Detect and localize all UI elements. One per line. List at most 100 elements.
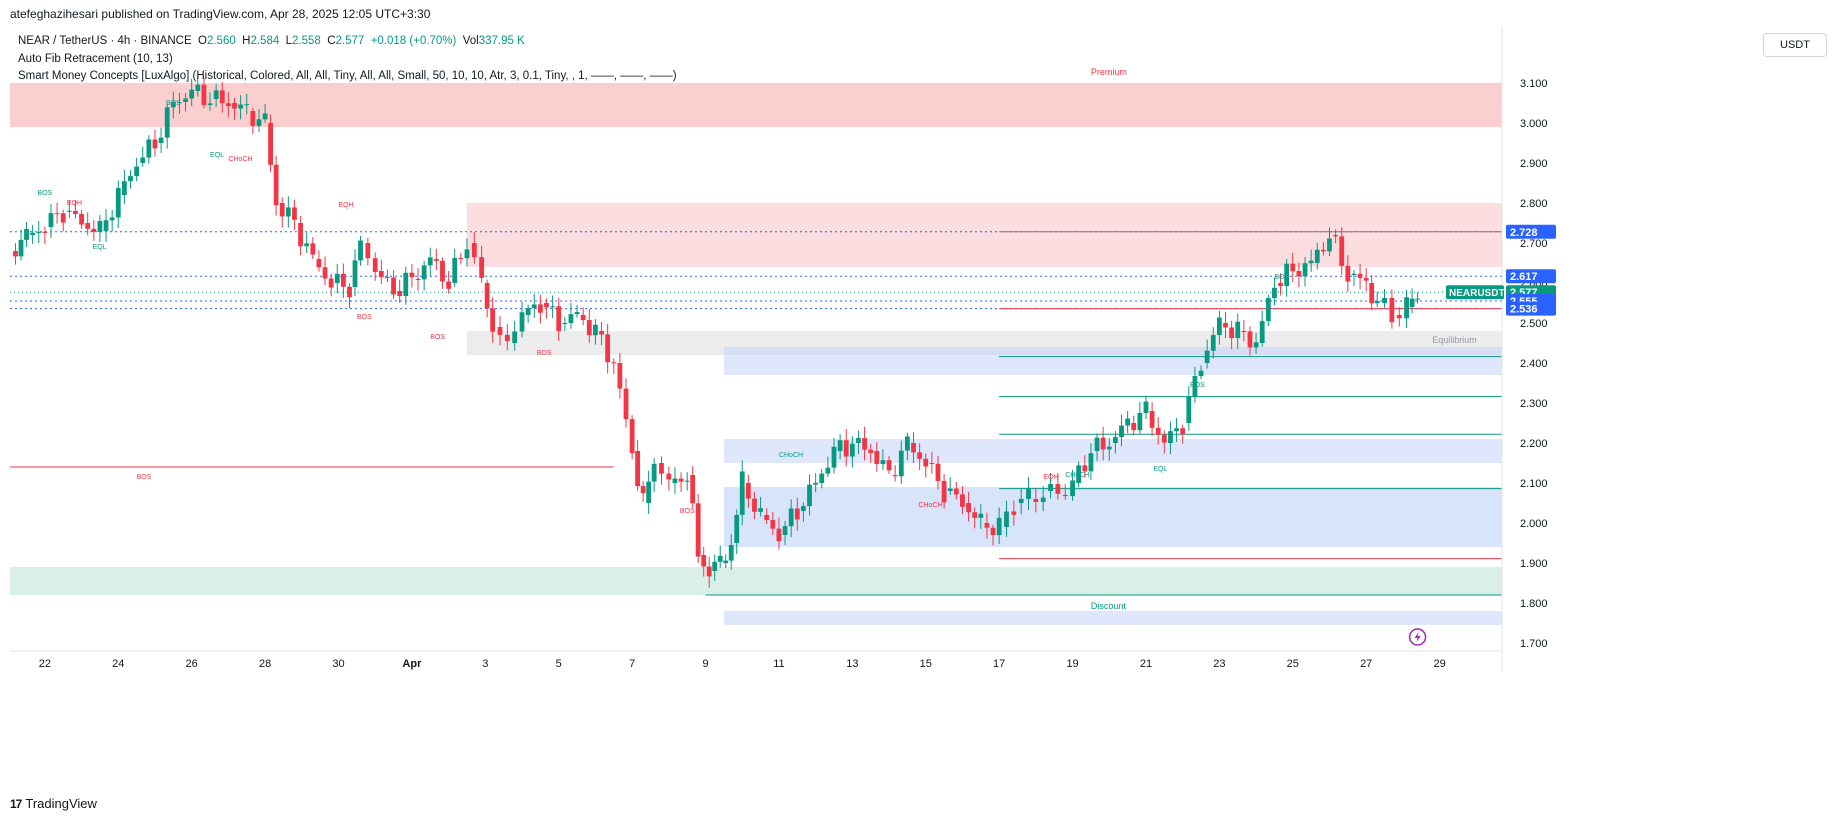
zone-label: Premium	[1091, 67, 1127, 77]
candle-body	[898, 450, 904, 477]
flash-icon-ring	[1408, 628, 1427, 646]
candle-body	[484, 283, 490, 309]
smc-annotation: BOS	[430, 334, 445, 341]
candle-body	[250, 111, 256, 126]
candle-body	[886, 460, 892, 471]
symbol-name[interactable]: NEAR / TetherUS · 4h · BINANCE	[18, 35, 192, 47]
candle-body	[1259, 321, 1265, 343]
candle-body	[316, 259, 322, 268]
candle-body	[788, 508, 794, 527]
candle-body	[623, 388, 629, 420]
candle-body	[1100, 437, 1106, 450]
smc-annotation: EQL	[1153, 466, 1167, 473]
candle-body	[189, 89, 195, 99]
smc-annotation: BOS	[537, 350, 552, 357]
candle-body	[880, 460, 886, 465]
smc-annotation: BOS	[680, 508, 695, 515]
candle-body	[97, 220, 103, 233]
candle-body	[1308, 260, 1314, 264]
candle-body	[1314, 249, 1320, 263]
time-tick-label: 9	[702, 658, 708, 670]
price-tick-label: 3.100	[1520, 78, 1548, 90]
price-tick-label: 2.100	[1520, 478, 1548, 490]
candle-body	[73, 210, 78, 215]
symbol-tag-text: NEARUSDT	[1449, 288, 1505, 299]
candle-body	[1192, 376, 1198, 397]
brand-name: TradingView	[25, 796, 97, 811]
candle-body	[183, 98, 188, 103]
candle-body	[409, 272, 415, 278]
price-label-text: 2.536	[1510, 304, 1538, 316]
smc-annotation: BOS	[1274, 274, 1289, 281]
candle-body	[941, 480, 947, 503]
candle-body	[1106, 446, 1112, 450]
candle-body	[225, 103, 231, 107]
candle-body	[819, 473, 825, 483]
candle-body	[1004, 511, 1009, 527]
candle-body	[1253, 342, 1259, 348]
smc-indicator-label[interactable]: Smart Money Concepts [LuxAlgo] (Historic…	[18, 70, 677, 82]
fib-indicator-label[interactable]: Auto Fib Retracement (10, 13)	[18, 53, 173, 65]
candle-body	[617, 363, 623, 389]
candle-body	[1180, 428, 1186, 435]
smc-annotation: BOS	[357, 314, 372, 321]
smc-annotation: EQL	[210, 152, 224, 159]
candle-body	[695, 503, 701, 557]
candle-body	[1210, 335, 1216, 351]
open-label: O	[198, 35, 207, 47]
price-tick-label: 2.300	[1520, 398, 1548, 410]
volume-value: 337.95 K	[478, 35, 525, 47]
candle-body	[30, 232, 36, 235]
candle-body	[1204, 350, 1210, 363]
candle-body	[690, 475, 696, 504]
candle-body	[464, 249, 470, 259]
candle-body	[385, 277, 390, 279]
candle-body	[285, 207, 291, 217]
candle-body	[605, 334, 611, 363]
candle-body	[1018, 498, 1024, 503]
currency-button[interactable]: USDT	[1763, 33, 1827, 57]
candle-body	[929, 463, 935, 464]
volume-label: Vol	[462, 35, 479, 47]
zone-rect	[10, 567, 1502, 595]
candle-body	[537, 304, 543, 313]
chart-area[interactable]: Premium Equilibrium Discount BOS EQL CHoCH BOS…	[10, 27, 1761, 787]
price-tick-label: 3.000	[1520, 118, 1548, 130]
candle-body	[635, 451, 641, 487]
candle-body	[935, 463, 941, 481]
candle-body	[18, 239, 24, 257]
candle-body	[550, 306, 556, 308]
candle-body	[1186, 396, 1192, 423]
candle-body	[1125, 418, 1131, 426]
time-tick-label: 3	[482, 658, 488, 670]
candle-body	[599, 331, 604, 335]
candle-body	[745, 483, 751, 499]
time-tick-label: 22	[39, 658, 51, 670]
candle-body	[304, 243, 310, 247]
zone-label: Equilibrium	[1432, 335, 1477, 345]
candle-body	[158, 137, 164, 143]
open-value: 2.560	[206, 35, 236, 47]
candle-body	[170, 102, 176, 108]
candle-body	[458, 257, 464, 259]
candle-body	[728, 544, 734, 561]
time-tick-label: 5	[556, 658, 562, 670]
smc-annotation: EQL	[93, 244, 107, 251]
candle-body	[1265, 298, 1271, 322]
candle-body	[1223, 323, 1228, 328]
time-tick-label: 25	[1287, 658, 1299, 670]
candle-body	[678, 478, 684, 482]
price-chart[interactable]: Premium Equilibrium Discount BOS EQL CHoCH BOS…	[10, 27, 1761, 787]
price-tick-label: 1.800	[1520, 598, 1548, 610]
candle-body	[298, 223, 303, 247]
zone-rect	[723, 487, 1502, 547]
candle-body	[996, 517, 1002, 536]
candle-body	[1076, 465, 1082, 483]
smc-annotation: CHoCH	[918, 502, 942, 509]
candle-body	[232, 103, 237, 109]
candle-body	[328, 278, 334, 288]
candle-body	[868, 449, 874, 454]
smc-annotation: EQH	[67, 200, 82, 207]
candle-body	[164, 107, 170, 138]
candle-body	[403, 272, 409, 297]
